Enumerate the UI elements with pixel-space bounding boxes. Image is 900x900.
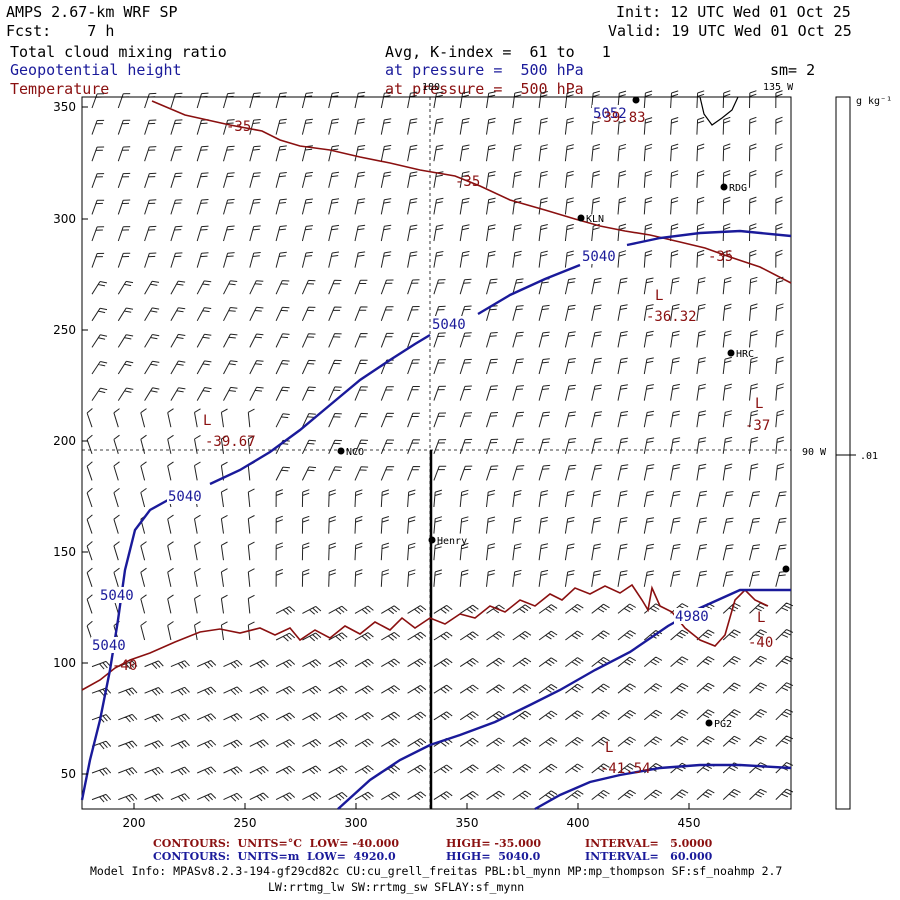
x-tick-label: 450 (678, 816, 701, 830)
footer-temp-interval: INTERVAL= 5.0000 (585, 837, 713, 850)
low-center-value: -36.32 (646, 309, 697, 325)
footer-height-high: HIGH= 5040.0 (446, 850, 541, 863)
temp-contour-label: -35 (708, 249, 733, 265)
low-center-value: -37 (745, 418, 770, 434)
valid-time: Valid: 19 UTC Wed 01 Oct 25 (608, 22, 852, 40)
station-label: Henry (437, 536, 467, 547)
contour-labels: 5040 5040 5040 5040 5040 4980 5052 -35 -35 -35 -40… (91, 105, 773, 777)
plot-frame (81, 96, 792, 810)
field-height-extra: at pressure = 500 hPa (385, 61, 584, 79)
y-tick-label: 50 (61, 767, 76, 781)
y-tick-label: 150 (53, 545, 76, 559)
station-label: RDG (729, 183, 747, 194)
coastline (699, 96, 739, 126)
wind-barbs (86, 90, 794, 803)
lon-180-label: 180 (422, 82, 440, 93)
wind-barb-field (86, 90, 794, 803)
height-contour-label: 5052 (593, 106, 627, 122)
y-tick-label: 250 (53, 323, 76, 337)
low-center-marker: L (757, 610, 765, 626)
forecast-hour: Fcst: 7 h (6, 22, 115, 40)
temp-contour-label: -40 (748, 635, 773, 651)
low-center-marker: L (605, 740, 613, 756)
colorbar-unit: g kg⁻¹ (856, 96, 892, 107)
low-center-value: -41.54 (600, 761, 651, 777)
field-cloud-label: Total cloud mixing ratio (10, 43, 227, 61)
station-marker (577, 214, 585, 222)
low-center-marker: L (655, 288, 663, 304)
height-contours (80, 229, 792, 811)
footer-model-info: Model Info: MPASv8.2.3-194-gf29cd82c CU:… (90, 864, 783, 878)
temp-contour-label: -35 (455, 174, 480, 190)
x-tick-label: 250 (234, 816, 257, 830)
station-label: HRC (736, 349, 754, 360)
smoothing-label: sm= 2 (770, 61, 816, 79)
x-tick-label: 400 (567, 816, 590, 830)
lon-135-label: 135 W (763, 82, 794, 93)
y-axis-ticks: 350 300 250 200 150 100 50 (53, 100, 88, 781)
station-marker (705, 719, 713, 727)
height-contour-label: 5040 (92, 638, 126, 654)
footer-height-interval: INTERVAL= 60.000 (585, 850, 713, 863)
field-temp-label: Temperature (10, 80, 110, 98)
temp-contour-label: -35 (226, 119, 251, 135)
x-tick-label: 200 (123, 816, 146, 830)
temperature-contours (81, 100, 792, 691)
low-center-marker: L (755, 396, 763, 412)
colorbar (835, 96, 851, 810)
stations: KLN RDG HRC NCO Henry PG2 (337, 96, 790, 730)
low-center-marker: L (203, 413, 211, 429)
height-contour-label: 5040 (432, 317, 466, 333)
field-temp-extra: at pressure = 500 hPa (385, 80, 584, 98)
lon-90-label: 90 W (802, 447, 827, 458)
station-label: PG2 (714, 719, 732, 730)
station-label: NCO (346, 447, 364, 458)
y-tick-label: 200 (53, 434, 76, 448)
station-marker (632, 96, 640, 104)
height-contour-label: 5040 (582, 249, 616, 265)
x-tick-label: 300 (345, 816, 368, 830)
x-axis-ticks: 200 250 300 350 400 450 (123, 803, 701, 830)
y-tick-label: 300 (53, 212, 76, 226)
station-marker (727, 349, 735, 357)
station-marker (428, 536, 436, 544)
model-title: AMPS 2.67-km WRF SP (6, 3, 178, 21)
y-tick-label: 100 (53, 656, 76, 670)
height-contour-label: 5040 (100, 588, 134, 604)
station-marker (782, 565, 790, 573)
footer-height-contours: CONTOURS: UNITS=m LOW= 4920.0 (153, 850, 396, 863)
x-tick-label: 350 (456, 816, 479, 830)
footer-temp-high: HIGH= -35.000 (446, 837, 542, 850)
station-marker (337, 447, 345, 455)
temp-contour-label: -39.83 (595, 110, 646, 126)
height-contour-label: 4980 (675, 609, 709, 625)
field-height-label: Geopotential height (10, 61, 182, 79)
temp-contour-label: -40 (112, 658, 137, 674)
station-label: KLN (586, 214, 604, 225)
colorbar-tick-label: .01 (860, 451, 878, 462)
y-tick-label: 350 (53, 100, 76, 114)
init-time: Init: 12 UTC Wed 01 Oct 25 (616, 3, 851, 21)
station-marker (720, 183, 728, 191)
footer-temp-contours: CONTOURS: UNITS=°C LOW= -40.000 (153, 837, 399, 850)
field-cloud-extra: Avg, K-index = 61 to 1 (385, 43, 611, 61)
footer-model-info-2: LW:rrtmg_lw SW:rrtmg_sw SFLAY:sf_mynn (268, 880, 525, 894)
low-center-value: -39.67 (205, 434, 256, 450)
height-contour-label: 5040 (168, 489, 202, 505)
